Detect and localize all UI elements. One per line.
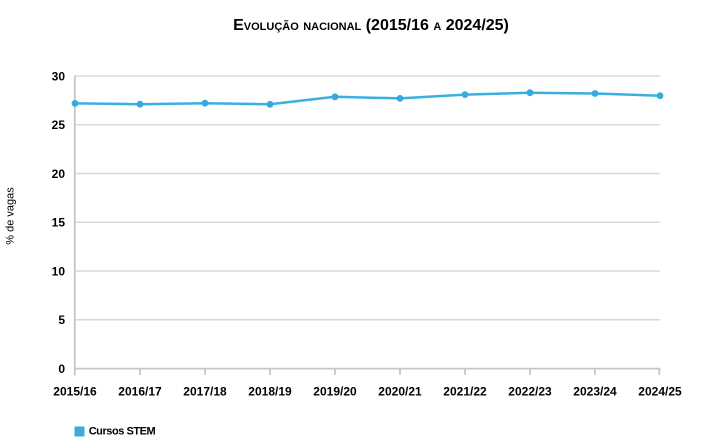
- svg-text:% de vagas: % de vagas: [5, 187, 17, 245]
- svg-text:2016/17: 2016/17: [118, 384, 162, 398]
- svg-text:2023/24: 2023/24: [573, 384, 617, 398]
- svg-text:25: 25: [52, 118, 66, 132]
- svg-text:2019/20: 2019/20: [313, 384, 357, 398]
- svg-text:Cursos STEM: Cursos STEM: [89, 425, 156, 437]
- svg-text:15: 15: [52, 216, 66, 230]
- svg-text:2020/21: 2020/21: [378, 384, 422, 398]
- svg-text:30: 30: [52, 69, 66, 83]
- svg-text:20: 20: [52, 167, 66, 181]
- svg-text:2017/18: 2017/18: [183, 384, 227, 398]
- svg-text:2018/19: 2018/19: [248, 384, 292, 398]
- svg-text:2024/25: 2024/25: [638, 384, 682, 398]
- svg-text:Evolução nacional (2015/16 a 2: Evolução nacional (2015/16 a 2024/25): [233, 17, 509, 34]
- svg-text:2015/16: 2015/16: [53, 384, 97, 398]
- svg-text:0: 0: [58, 362, 65, 376]
- svg-text:2021/22: 2021/22: [443, 384, 487, 398]
- svg-text:5: 5: [58, 313, 65, 327]
- svg-text:2022/23: 2022/23: [508, 384, 552, 398]
- svg-text:10: 10: [52, 264, 66, 278]
